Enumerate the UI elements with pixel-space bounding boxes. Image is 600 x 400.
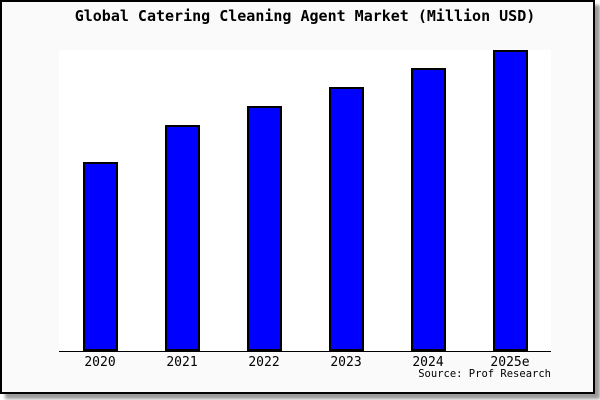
x-tick-2020: 2020	[84, 355, 116, 370]
bar-2022	[247, 106, 282, 351]
plot-area	[59, 50, 551, 352]
chart-panel: Global Catering Cleaning Agent Market (M…	[0, 0, 595, 394]
bar-2024	[411, 68, 446, 351]
x-tick-2022: 2022	[248, 355, 280, 370]
bar-2023	[329, 87, 364, 351]
x-tick-2025e: 2025e	[490, 355, 530, 370]
chart-title: Global Catering Cleaning Agent Market (M…	[74, 7, 536, 25]
bar-2025e	[493, 50, 528, 351]
x-tick-2023: 2023	[330, 355, 362, 370]
source-credit: Source: Prof Research	[418, 368, 551, 380]
bar-2021	[165, 125, 200, 351]
bar-2020	[83, 162, 118, 351]
x-tick-2024: 2024	[412, 355, 444, 370]
x-tick-2021: 2021	[166, 355, 198, 370]
